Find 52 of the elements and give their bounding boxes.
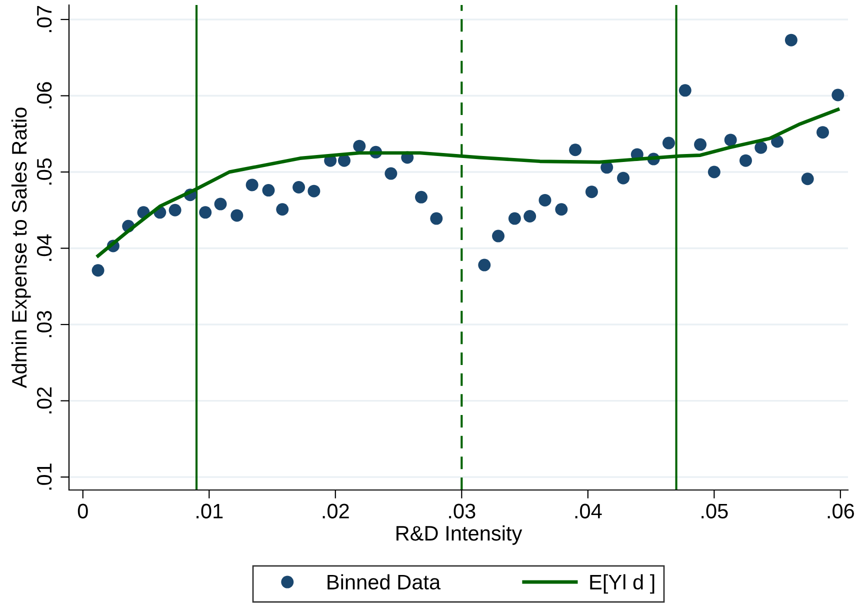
point xyxy=(617,172,630,184)
point xyxy=(538,194,552,206)
point xyxy=(801,172,814,186)
point xyxy=(662,136,675,150)
point xyxy=(292,181,306,194)
point xyxy=(492,230,505,242)
point xyxy=(524,210,536,222)
point xyxy=(430,212,443,225)
point xyxy=(168,204,182,216)
point xyxy=(384,167,398,180)
y-axis-title: Admin Expense to Sales Ratio xyxy=(11,108,31,388)
x-axis-title: R&D Intensity xyxy=(396,525,522,545)
point xyxy=(694,138,707,151)
point xyxy=(555,203,568,216)
y-tick-label: .02 xyxy=(36,387,52,414)
point xyxy=(678,84,692,97)
y-tick-label: .04 xyxy=(36,234,52,261)
point xyxy=(199,206,212,219)
point xyxy=(739,154,752,167)
legend-label: E[Yl d ] xyxy=(590,574,654,594)
y-tick-label: .03 xyxy=(36,310,52,338)
x-tick-label: .06 xyxy=(828,504,854,518)
y-tick-label: .05 xyxy=(36,158,52,185)
x-tick-label: .04 xyxy=(575,504,602,518)
y-tick-label: .07 xyxy=(36,6,52,32)
point xyxy=(708,166,720,178)
point xyxy=(353,140,366,152)
point xyxy=(246,178,258,192)
x-tick-label: .03 xyxy=(449,504,476,518)
x-tick-label: .05 xyxy=(702,504,728,518)
point xyxy=(784,34,798,46)
point xyxy=(508,212,521,225)
y-tick-label: .06 xyxy=(36,82,52,108)
point xyxy=(832,88,844,102)
point xyxy=(478,258,491,272)
point xyxy=(754,141,768,154)
point xyxy=(92,264,104,277)
point xyxy=(230,209,244,222)
point xyxy=(276,203,289,216)
point xyxy=(569,144,582,156)
point xyxy=(585,186,598,198)
legend-label: Binned Data xyxy=(328,574,441,590)
point xyxy=(262,184,275,197)
point xyxy=(308,184,320,198)
point xyxy=(724,134,737,146)
point xyxy=(415,190,428,204)
y-tick-label: .01 xyxy=(36,464,52,490)
point xyxy=(816,126,829,139)
x-tick-label: .01 xyxy=(196,504,223,518)
point xyxy=(214,198,227,210)
x-tick-label: 0 xyxy=(78,504,88,518)
x-tick-label: .02 xyxy=(322,504,349,518)
